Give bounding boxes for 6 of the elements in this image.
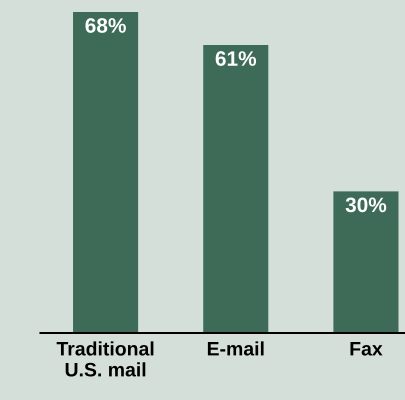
x-tick-label: Fax: [350, 342, 383, 356]
x-tick-label: Traditional U.S. mail: [56, 341, 154, 377]
x-tick-label: E-mail: [208, 341, 264, 356]
data-label: 68%: [86, 18, 126, 33]
data-label: 30%: [346, 197, 386, 212]
data-label: 61%: [216, 51, 256, 66]
